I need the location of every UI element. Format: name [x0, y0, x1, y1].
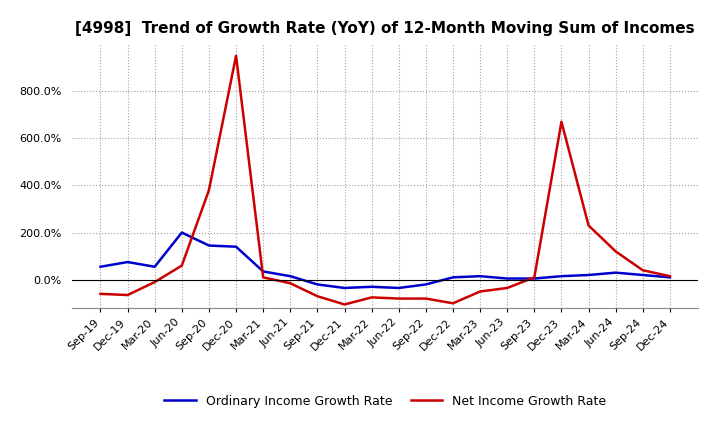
Net Income Growth Rate — [232, 53, 240, 59]
Net Income Growth Rate — [584, 223, 593, 228]
Net Income Growth Rate — [665, 274, 674, 279]
Legend: Ordinary Income Growth Rate, Net Income Growth Rate: Ordinary Income Growth Rate, Net Income … — [159, 390, 611, 413]
Ordinary Income Growth Rate — [178, 230, 186, 235]
Net Income Growth Rate — [639, 268, 647, 273]
Ordinary Income Growth Rate — [232, 244, 240, 249]
Ordinary Income Growth Rate — [557, 274, 566, 279]
Ordinary Income Growth Rate — [150, 264, 159, 269]
Ordinary Income Growth Rate — [611, 270, 620, 275]
Net Income Growth Rate — [503, 285, 511, 290]
Net Income Growth Rate — [259, 275, 268, 280]
Ordinary Income Growth Rate — [395, 285, 403, 290]
Net Income Growth Rate — [395, 296, 403, 301]
Ordinary Income Growth Rate — [503, 276, 511, 281]
Ordinary Income Growth Rate — [421, 282, 430, 287]
Ordinary Income Growth Rate — [341, 285, 349, 290]
Net Income Growth Rate — [150, 279, 159, 285]
Ordinary Income Growth Rate — [639, 272, 647, 278]
Net Income Growth Rate — [123, 293, 132, 298]
Line: Ordinary Income Growth Rate: Ordinary Income Growth Rate — [101, 233, 670, 288]
Ordinary Income Growth Rate — [584, 272, 593, 278]
Net Income Growth Rate — [449, 301, 457, 306]
Net Income Growth Rate — [341, 302, 349, 307]
Ordinary Income Growth Rate — [449, 275, 457, 280]
Net Income Growth Rate — [557, 119, 566, 125]
Net Income Growth Rate — [286, 281, 294, 286]
Net Income Growth Rate — [313, 293, 322, 299]
Net Income Growth Rate — [530, 275, 539, 280]
Net Income Growth Rate — [611, 249, 620, 254]
Net Income Growth Rate — [96, 291, 105, 297]
Net Income Growth Rate — [421, 296, 430, 301]
Ordinary Income Growth Rate — [96, 264, 105, 269]
Title: [4998]  Trend of Growth Rate (YoY) of 12-Month Moving Sum of Incomes: [4998] Trend of Growth Rate (YoY) of 12-… — [76, 21, 695, 36]
Ordinary Income Growth Rate — [259, 269, 268, 274]
Ordinary Income Growth Rate — [367, 284, 376, 290]
Ordinary Income Growth Rate — [665, 275, 674, 280]
Net Income Growth Rate — [476, 289, 485, 294]
Ordinary Income Growth Rate — [530, 276, 539, 281]
Ordinary Income Growth Rate — [313, 282, 322, 287]
Ordinary Income Growth Rate — [123, 260, 132, 265]
Ordinary Income Growth Rate — [476, 274, 485, 279]
Net Income Growth Rate — [178, 263, 186, 268]
Ordinary Income Growth Rate — [204, 243, 213, 248]
Ordinary Income Growth Rate — [286, 274, 294, 279]
Net Income Growth Rate — [367, 295, 376, 300]
Net Income Growth Rate — [204, 187, 213, 193]
Line: Net Income Growth Rate: Net Income Growth Rate — [101, 56, 670, 304]
